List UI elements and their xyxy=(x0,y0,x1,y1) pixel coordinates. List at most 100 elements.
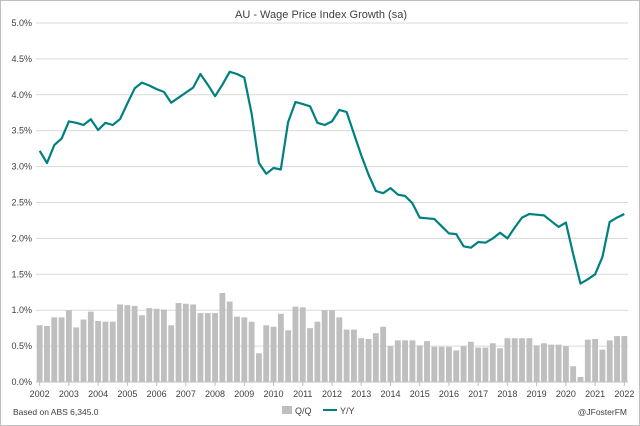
yy-line xyxy=(38,70,625,285)
qq-bar xyxy=(36,325,43,382)
source-note: Based on ABS 6,345.0 xyxy=(13,407,99,417)
qq-bar xyxy=(599,349,606,382)
x-tick-label: 2015 xyxy=(410,389,430,399)
y-tick-label: 2.5% xyxy=(11,198,32,208)
qq-bar xyxy=(343,329,350,382)
qq-bar xyxy=(197,313,204,382)
qq-bar xyxy=(109,321,116,382)
qq-bar xyxy=(446,346,452,382)
qq-bar xyxy=(409,340,416,382)
x-axis-labels: 2002 2003 2004 2005 2006 2007 2008 2009 2010 2011… xyxy=(30,389,635,399)
legend-qq-swatch xyxy=(282,406,292,414)
x-tick-label: 2009 xyxy=(234,389,254,399)
qq-bar xyxy=(431,346,438,382)
qq-bar xyxy=(519,338,525,382)
qq-bar xyxy=(365,338,372,382)
qq-bar xyxy=(277,313,284,382)
y-tick-label: 3.0% xyxy=(11,162,32,172)
qq-bar xyxy=(592,338,599,382)
x-tick-label: 2022 xyxy=(614,389,634,399)
qq-bar xyxy=(489,343,496,382)
legend-yy-label: Y/Y xyxy=(340,406,355,416)
qq-bar xyxy=(102,321,109,382)
qq-bar xyxy=(424,341,430,382)
qq-bar xyxy=(548,344,555,382)
qq-bar xyxy=(621,336,628,382)
qq-bar xyxy=(533,345,540,382)
qq-bar xyxy=(453,350,460,382)
y-tick-label: 1.0% xyxy=(11,305,32,315)
qq-bar xyxy=(504,338,511,382)
qq-bar xyxy=(380,326,387,382)
x-tick-label: 2006 xyxy=(147,389,167,399)
qq-bar xyxy=(212,313,218,382)
qq-bar xyxy=(614,336,620,382)
y-tick-label: 1.5% xyxy=(11,269,32,279)
x-tick-label: 2020 xyxy=(556,389,576,399)
y-tick-label: 0.0% xyxy=(11,377,32,387)
qq-bar xyxy=(131,305,138,382)
qq-bar xyxy=(329,310,335,382)
y-tick-label: 3.5% xyxy=(11,126,32,136)
legend-qq-label: Q/Q xyxy=(295,406,312,416)
qq-bar xyxy=(146,308,153,382)
qq-bar xyxy=(226,301,233,382)
qq-bar xyxy=(307,328,313,382)
qq-bar xyxy=(314,321,321,382)
qq-bar xyxy=(526,338,533,382)
x-tick-label: 2018 xyxy=(497,389,517,399)
qq-bar xyxy=(95,320,102,382)
qq-bar xyxy=(497,348,504,382)
y-tick-label: 5.0% xyxy=(11,18,32,28)
x-tick-label: 2019 xyxy=(527,389,547,399)
qq-bar xyxy=(73,327,80,382)
qq-bar xyxy=(475,347,482,382)
qq-bar xyxy=(541,343,547,382)
qq-bar xyxy=(182,303,189,382)
qq-bar xyxy=(467,341,474,382)
qq-bar xyxy=(263,325,270,382)
x-tick-label: 2021 xyxy=(585,389,605,399)
qq-bar xyxy=(80,319,87,382)
x-tick-label: 2013 xyxy=(351,389,371,399)
qq-bar xyxy=(570,366,577,382)
x-tick-label: 2012 xyxy=(322,389,342,399)
x-tick-label: 2011 xyxy=(293,389,312,399)
qq-bar xyxy=(204,313,211,382)
qq-bar xyxy=(555,344,562,382)
author-credit: @JFosterFM xyxy=(578,407,627,417)
qq-bar xyxy=(511,338,518,382)
chart-title: AU - Wage Price Index Growth (sa) xyxy=(235,9,407,21)
qq-bar xyxy=(87,311,94,382)
qq-bar xyxy=(351,329,357,382)
x-tick-label: 2005 xyxy=(117,389,137,399)
x-tick-label: 2003 xyxy=(59,389,79,399)
qq-bar xyxy=(117,304,123,382)
qq-bar xyxy=(321,310,328,382)
y-tick-label: 4.5% xyxy=(11,54,32,64)
qq-bar xyxy=(292,306,299,382)
y-tick-label: 0.5% xyxy=(11,341,32,351)
y-tick-label: 2.0% xyxy=(11,233,32,243)
qq-bar xyxy=(139,315,145,382)
qq-bar xyxy=(234,316,240,382)
x-tick-label: 2004 xyxy=(88,389,108,399)
qq-bar xyxy=(562,346,569,382)
qq-bar xyxy=(402,340,409,382)
qq-bar xyxy=(285,330,292,382)
qq-bar xyxy=(358,338,365,382)
qq-bar xyxy=(299,307,306,382)
qq-bar xyxy=(175,303,182,382)
legend: Q/Q Y/Y xyxy=(282,406,355,416)
qq-bar xyxy=(190,304,197,382)
qq-bar xyxy=(153,308,160,382)
qq-bar xyxy=(336,317,343,382)
x-tick-label: 2017 xyxy=(468,389,488,399)
y-tick-label: 4.0% xyxy=(11,90,32,100)
qq-bar xyxy=(606,340,613,382)
qq-bar xyxy=(577,376,584,382)
qq-bar xyxy=(460,346,467,382)
qq-bar xyxy=(255,353,262,382)
